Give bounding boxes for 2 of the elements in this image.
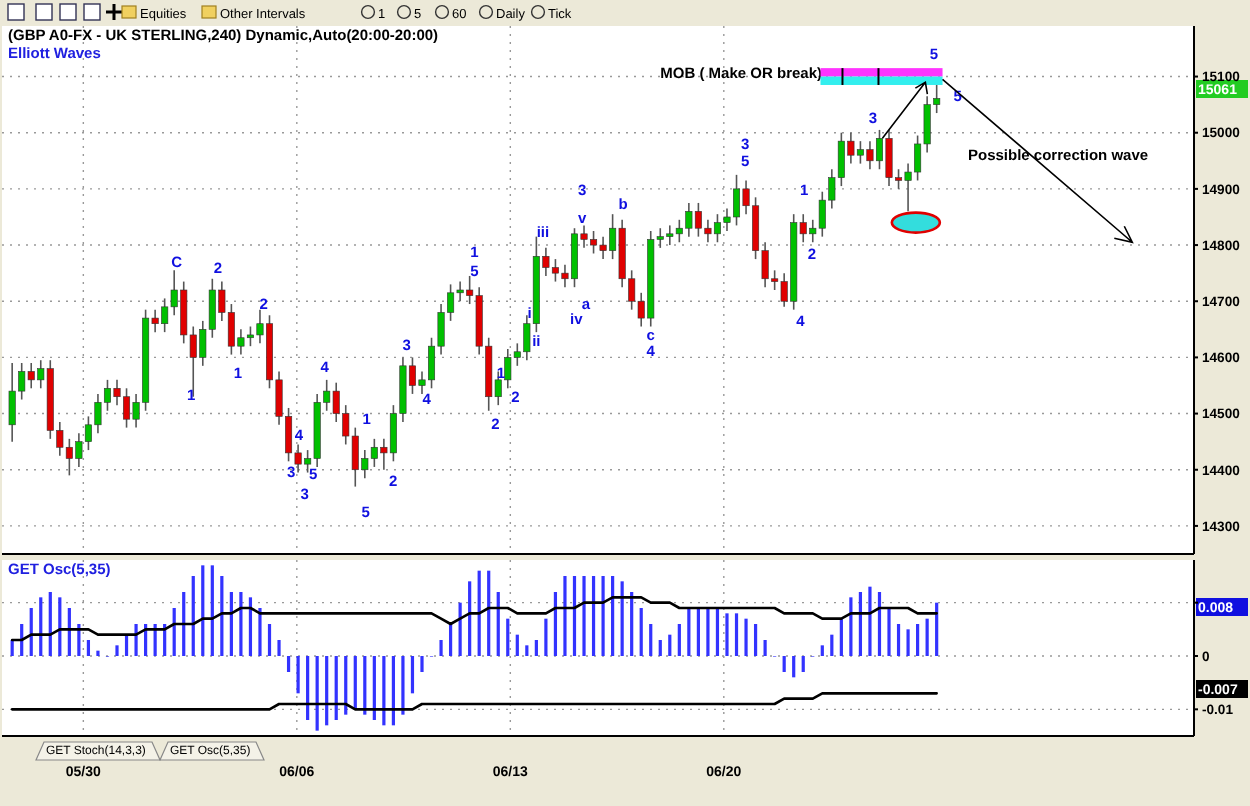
line-series bbox=[10, 692, 938, 711]
line-series bbox=[10, 596, 938, 642]
